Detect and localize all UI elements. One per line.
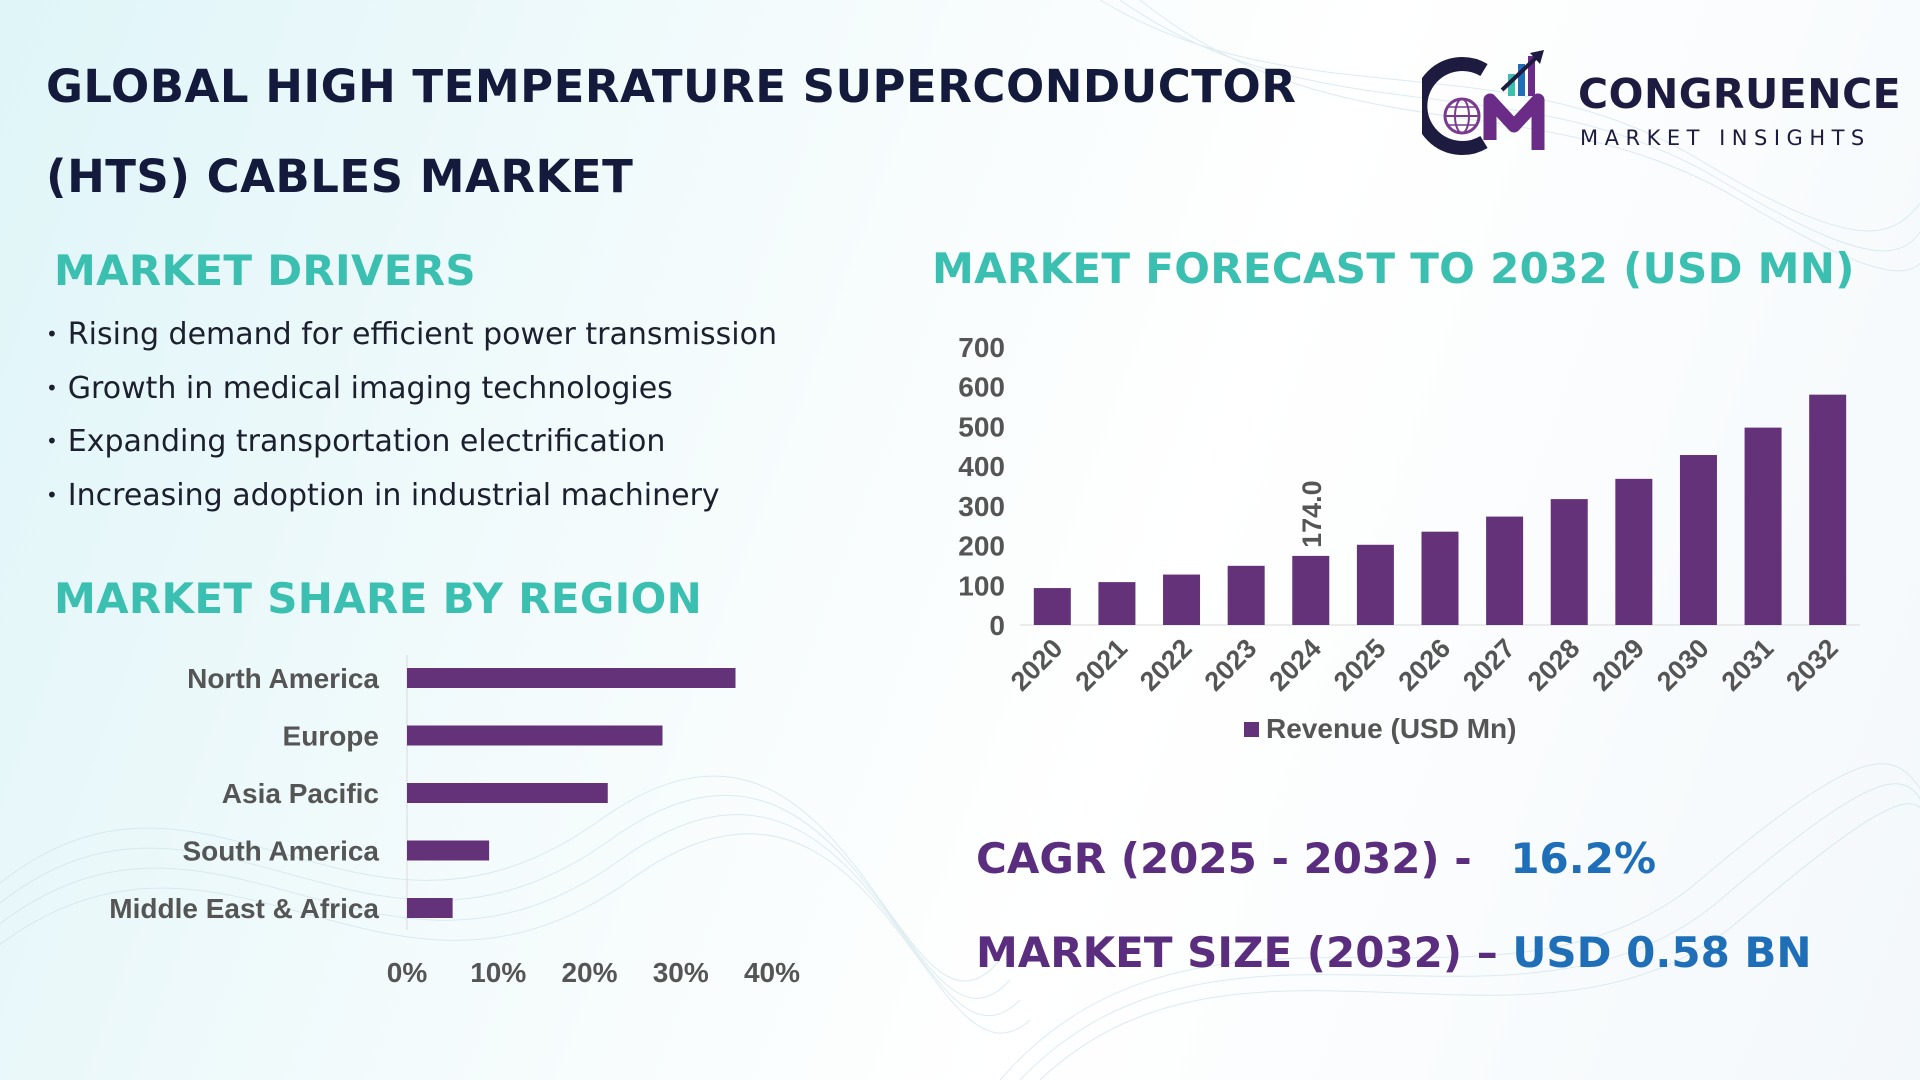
- bullet-icon: •: [46, 429, 58, 453]
- forecast-x-tick-label: 2030: [1651, 633, 1715, 697]
- forecast-x-tick-label: 2024: [1263, 633, 1327, 697]
- driver-item: • Rising demand for efficient power trans…: [46, 308, 777, 362]
- region-tick-label: 40%: [744, 957, 800, 988]
- forecast-y-tick-label: 0: [989, 610, 1005, 641]
- forecast-y-tick-label: 100: [958, 570, 1005, 601]
- region-bar: [407, 840, 490, 861]
- region-category-label: Asia Pacific: [222, 778, 379, 809]
- forecast-x-tick-label: 2026: [1393, 633, 1457, 697]
- forecast-y-tick-label: 600: [958, 372, 1005, 403]
- forecast-x-tick-label: 2027: [1457, 633, 1521, 697]
- forecast-y-tick-label: 500: [958, 411, 1005, 442]
- driver-item: • Growth in medical imaging technologies: [46, 362, 777, 416]
- forecast-x-tick-label: 2031: [1716, 633, 1780, 697]
- forecast-bar: [1679, 455, 1717, 625]
- forecast-bar: [1550, 499, 1588, 625]
- page-title-line-2: (HTS) CABLES MARKET: [46, 150, 634, 203]
- forecast-x-tick-label: 2028: [1522, 633, 1586, 697]
- cagr-label: CAGR (2025 - 2032) -: [976, 834, 1472, 883]
- region-tick-label: 30%: [653, 957, 709, 988]
- logo-wordmark: CONGRUENCE: [1578, 70, 1902, 118]
- market-size-label: MARKET SIZE (2032) –: [976, 928, 1498, 977]
- region-tick-label: 0%: [387, 957, 428, 988]
- forecast-x-tick-label: 2023: [1199, 633, 1263, 697]
- forecast-y-tick-label: 200: [958, 531, 1005, 562]
- forecast-bar: [1227, 565, 1265, 625]
- market-size-stat: MARKET SIZE (2032) – USD 0.58 BN: [976, 928, 1812, 977]
- driver-item: • Expanding transportation electrificatio…: [46, 415, 777, 469]
- forecast-bar: [1356, 544, 1394, 625]
- cagr-value: 16.2%: [1510, 834, 1657, 883]
- driver-item: • Increasing adoption in industrial machi…: [46, 469, 777, 523]
- forecast-x-tick-label: 2025: [1328, 633, 1392, 697]
- forecast-bar: [1033, 588, 1071, 625]
- legend-label: Revenue (USD Mn): [1266, 713, 1516, 744]
- forecast-x-tick-label: 2032: [1780, 633, 1844, 697]
- region-category-label: Middle East & Africa: [109, 893, 379, 924]
- forecast-x-tick-label: 2022: [1134, 633, 1198, 697]
- legend-swatch: [1244, 722, 1259, 737]
- forecast-x-tick-label: 2020: [1005, 633, 1069, 697]
- forecast-bar: [1486, 516, 1524, 625]
- forecast-bar: [1615, 478, 1653, 625]
- forecast-bar: [1292, 555, 1330, 625]
- forecast-bar: [1744, 427, 1782, 625]
- market-share-heading: MARKET SHARE BY REGION: [54, 574, 703, 623]
- market-forecast-heading: MARKET FORECAST TO 2032 (USD MN): [932, 244, 1855, 293]
- region-category-label: Europe: [283, 721, 379, 752]
- forecast-x-tick-label: 2029: [1586, 633, 1650, 697]
- market-drivers-heading: MARKET DRIVERS: [54, 246, 476, 295]
- region-tick-label: 10%: [470, 957, 526, 988]
- forecast-y-tick-label: 400: [958, 451, 1005, 482]
- region-bar: [407, 668, 736, 688]
- region-bar: [407, 898, 453, 918]
- region-share-chart: North America Europe Asia Pacific South Ame…: [109, 655, 800, 988]
- forecast-data-label: 174.0: [1297, 480, 1327, 548]
- forecast-bar: [1809, 394, 1847, 625]
- region-bar: [407, 783, 608, 803]
- page-title-line-1: GLOBAL HIGH TEMPERATURE SUPERCONDUCTOR: [46, 60, 1297, 113]
- forecast-y-tick-label: 700: [958, 332, 1005, 363]
- region-bar: [407, 725, 663, 746]
- region-category-label: South America: [182, 836, 379, 867]
- bullet-icon: •: [46, 322, 58, 346]
- region-category-label: North America: [187, 663, 379, 694]
- drivers-list: • Rising demand for efficient power trans…: [46, 308, 777, 522]
- logo-tagline: MARKET INSIGHTS: [1580, 126, 1871, 150]
- forecast-bar: [1163, 574, 1201, 625]
- forecast-y-tick-label: 300: [958, 491, 1005, 522]
- cm-globe-logo-icon: [1413, 50, 1572, 160]
- forecast-bar: [1421, 531, 1459, 625]
- region-tick-label: 20%: [561, 957, 617, 988]
- forecast-bar: [1098, 582, 1136, 625]
- bullet-icon: •: [46, 375, 58, 400]
- cagr-stat: CAGR (2025 - 2032) - 16.2%: [976, 834, 1656, 883]
- bullet-icon: •: [46, 482, 58, 507]
- forecast-x-tick-label: 2021: [1069, 633, 1133, 697]
- market-size-value: USD 0.58 BN: [1512, 928, 1812, 977]
